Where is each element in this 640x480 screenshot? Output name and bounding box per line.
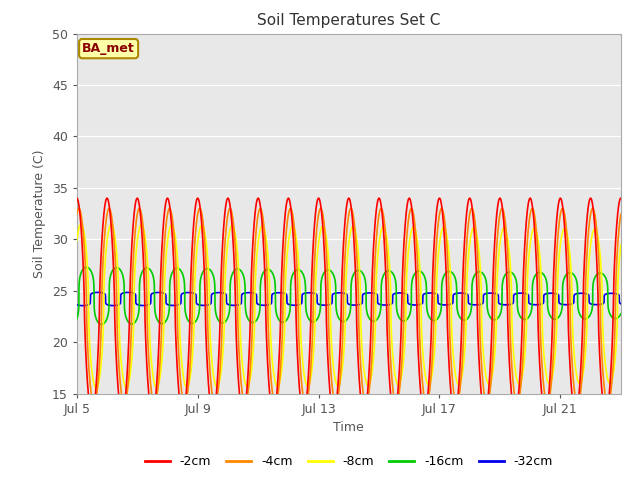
Text: BA_met: BA_met [82,42,135,55]
Y-axis label: Soil Temperature (C): Soil Temperature (C) [33,149,46,278]
Title: Soil Temperatures Set C: Soil Temperatures Set C [257,13,440,28]
X-axis label: Time: Time [333,421,364,434]
Legend: -2cm, -4cm, -8cm, -16cm, -32cm: -2cm, -4cm, -8cm, -16cm, -32cm [140,450,558,473]
